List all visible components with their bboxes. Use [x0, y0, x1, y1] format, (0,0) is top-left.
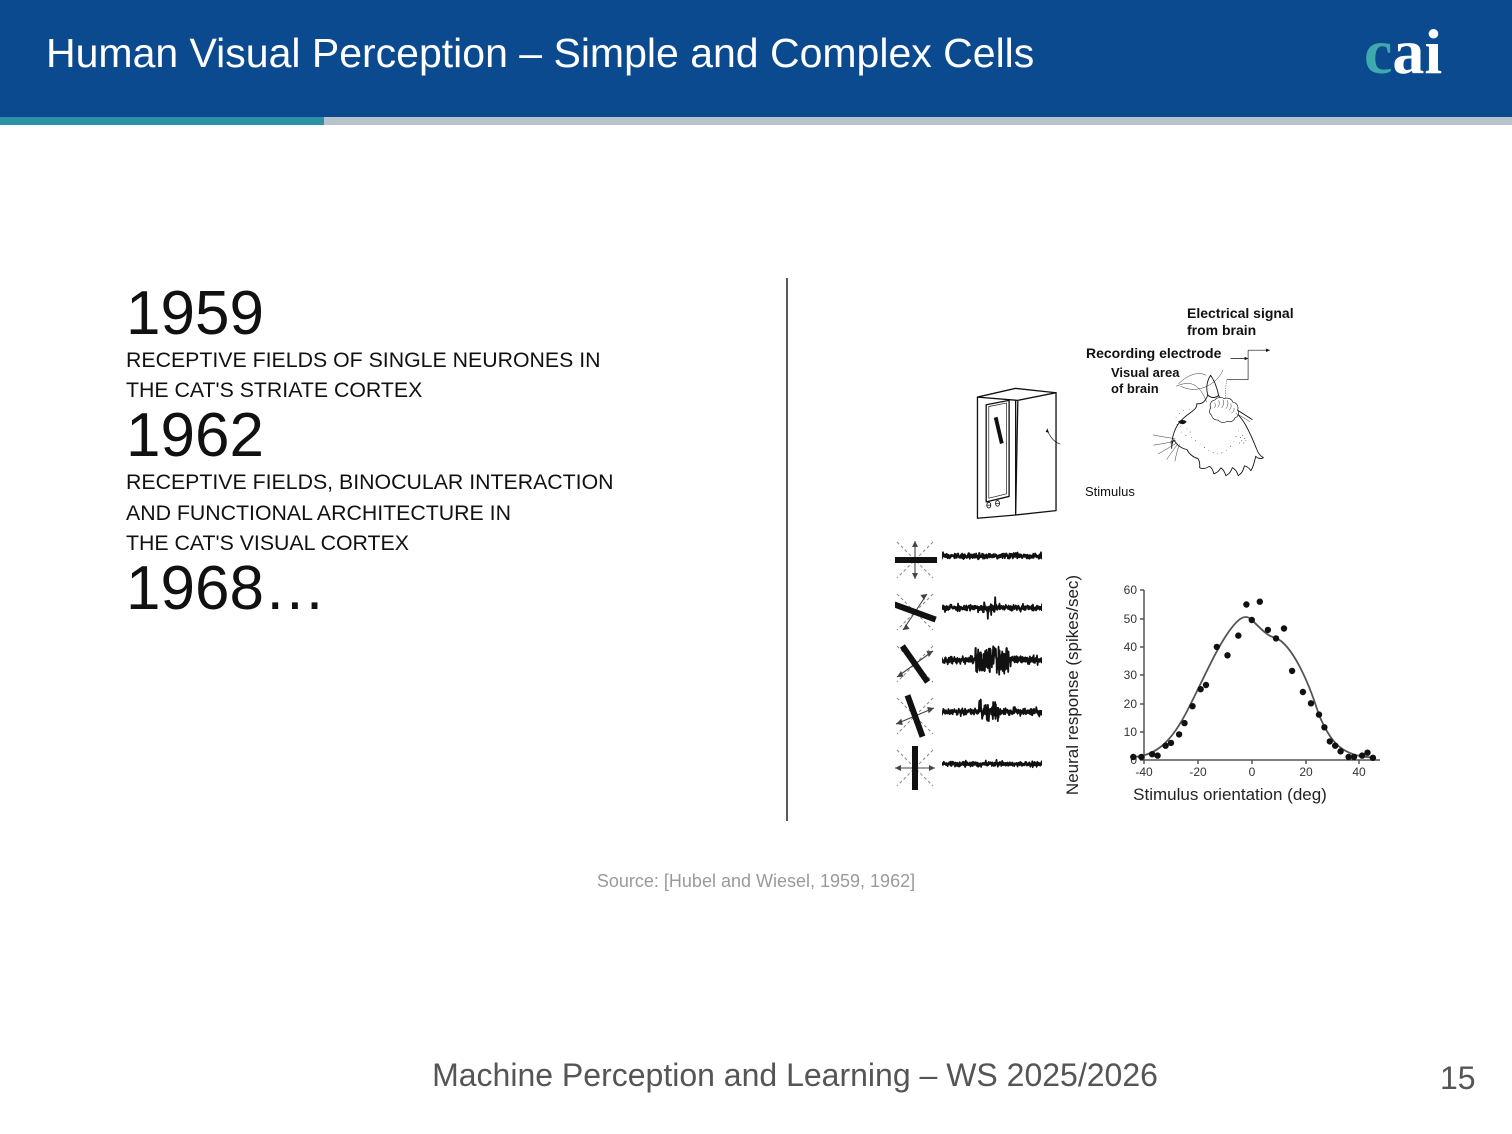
svg-text:Neural response (spikes/sec): Neural response (spikes/sec): [1063, 575, 1082, 795]
svg-text:-20: -20: [1189, 765, 1207, 779]
svg-text:0: 0: [1249, 765, 1256, 779]
svg-text:10: 10: [1124, 725, 1138, 739]
svg-text:50: 50: [1124, 612, 1138, 626]
svg-text:40: 40: [1352, 765, 1366, 779]
svg-text:20: 20: [1124, 697, 1138, 711]
svg-text:Stimulus orientation (deg): Stimulus orientation (deg): [1133, 785, 1327, 804]
svg-text:-40: -40: [1135, 765, 1153, 779]
svg-text:30: 30: [1124, 668, 1138, 682]
svg-text:60: 60: [1124, 583, 1138, 597]
svg-text:20: 20: [1299, 765, 1313, 779]
svg-text:40: 40: [1124, 640, 1138, 654]
